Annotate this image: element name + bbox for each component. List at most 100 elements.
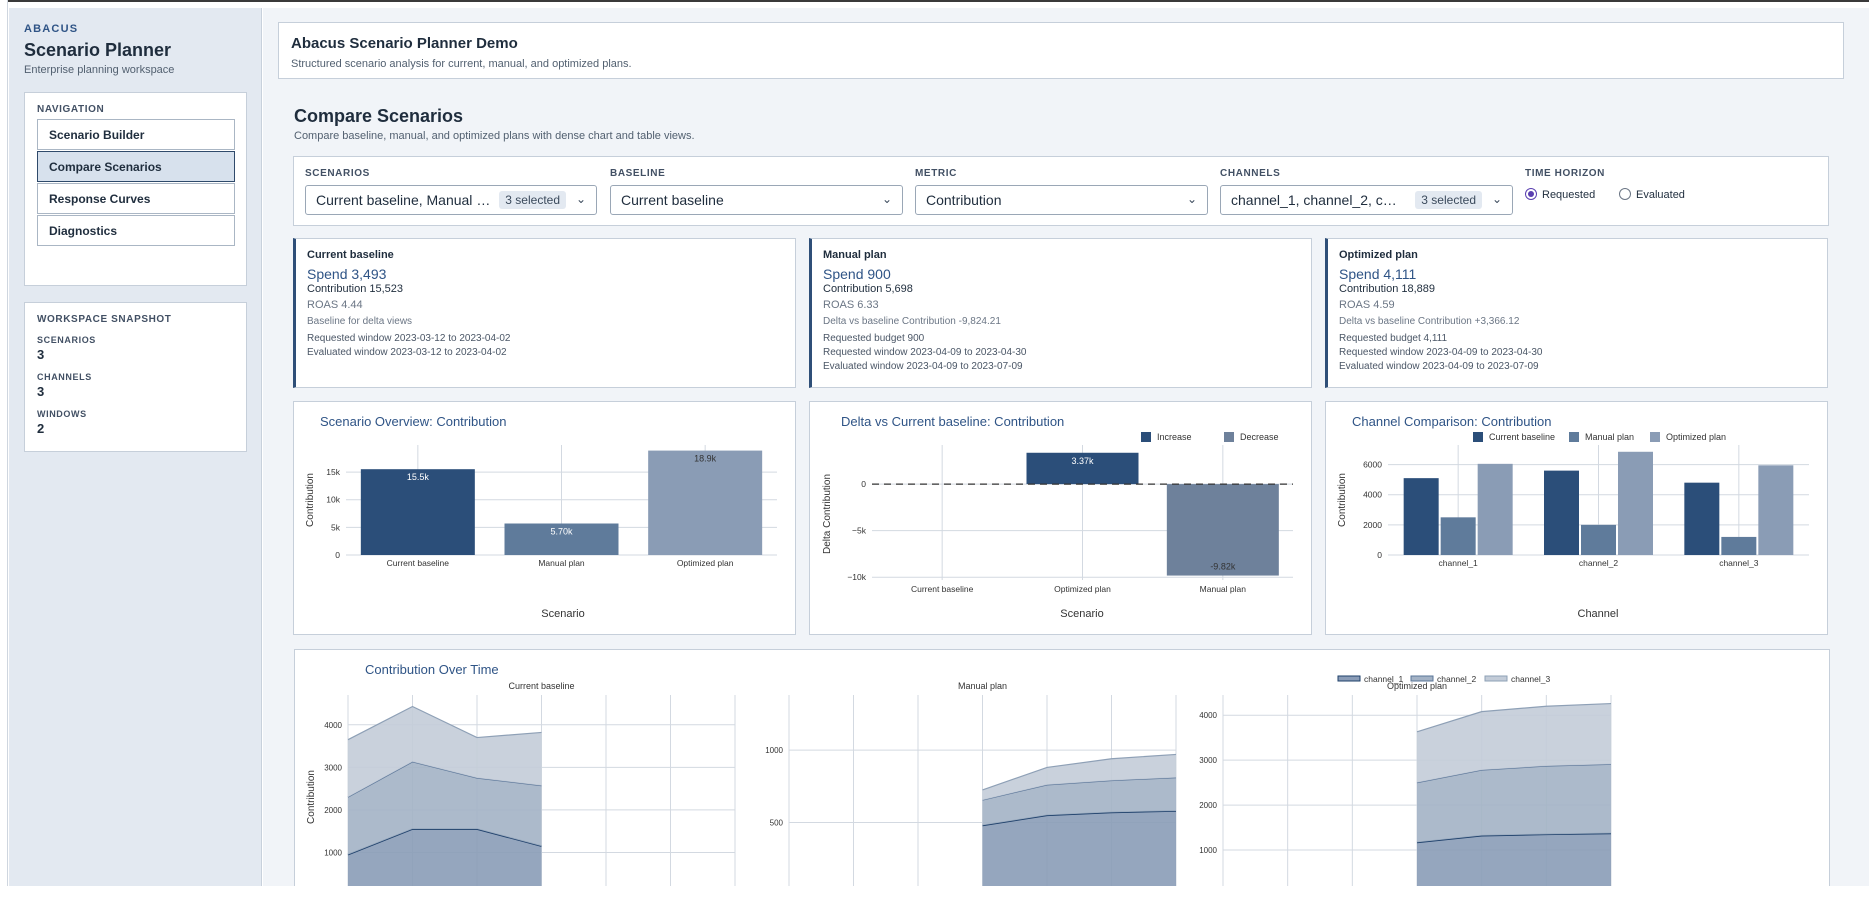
sidebar: ABACUS Scenario Planner Enterprise plann… xyxy=(9,8,262,886)
y-tick-label: 4000 xyxy=(1199,711,1217,720)
line-channel-3 xyxy=(347,705,542,741)
y-tick-label: 6000 xyxy=(1363,460,1382,470)
evaluated-option-label: Evaluated xyxy=(1636,189,1685,201)
legend-swatch xyxy=(1473,432,1483,442)
area-channel-2 xyxy=(348,761,542,855)
x-tick-label: Optimized plan xyxy=(1054,584,1111,594)
legend-swatch xyxy=(1569,432,1579,442)
kpi-contribution: Contribution 15,523 xyxy=(307,283,404,295)
time-horizon-requested-radio[interactable]: Requested xyxy=(1525,188,1595,201)
chart-title: Scenario Overview: Contribution xyxy=(320,414,506,429)
scenarios-filter-label: SCENARIOS xyxy=(305,168,370,179)
data-label: -9.82k xyxy=(1210,562,1236,572)
workspace-snapshot-panel: WORKSPACE SNAPSHOT SCENARIOS 3 CHANNELS … xyxy=(24,302,247,452)
x-tick-label: Manual plan xyxy=(538,558,585,568)
bar xyxy=(1440,517,1476,555)
bar xyxy=(1544,470,1579,555)
kpi-spend: Spend 4,111 xyxy=(1339,266,1417,282)
scenario-overview-chart: Scenario Overview: Contribution 0 5k 10k 15k… xyxy=(305,414,777,620)
bar xyxy=(1758,465,1794,555)
nav-item-compare-scenarios[interactable]: Compare Scenarios xyxy=(37,151,235,182)
metric-selected-text: Contribution xyxy=(926,192,1002,208)
chart-card-contribution-over-time: Contribution Over Time Contribution Curren… xyxy=(294,649,1830,894)
page-title: Compare Scenarios xyxy=(294,106,464,126)
line-channel-3 xyxy=(982,753,1177,791)
kpi-evaluated-window: Evaluated window 2023-04-09 to 2023-07-0… xyxy=(1339,361,1539,372)
bar xyxy=(1684,482,1720,555)
chart-title: Channel Comparison: Contribution xyxy=(1352,414,1551,429)
bar-increase xyxy=(1026,452,1139,485)
panel-title: Current baseline xyxy=(508,681,574,691)
x-axis-label: Scenario xyxy=(541,608,584,620)
kpi-contribution: Contribution 18,889 xyxy=(1339,283,1436,295)
app-title: Abacus Scenario Planner Demo xyxy=(291,35,518,52)
panel-title: Manual plan xyxy=(958,681,1007,691)
y-tick-label: 1000 xyxy=(1199,846,1217,855)
data-label: 5.70k xyxy=(550,527,573,537)
legend-background xyxy=(1466,429,1696,443)
kpi-requested-budget: Requested budget 4,111 xyxy=(1339,333,1448,344)
kpi-evaluated-window: Evaluated window 2023-03-12 to 2023-04-0… xyxy=(307,347,507,358)
requested-option-label: Requested xyxy=(1542,189,1596,201)
x-tick-label: channel_1 xyxy=(1439,558,1479,568)
legend-label: Decrease xyxy=(1240,432,1279,442)
y-tick-label: 4000 xyxy=(324,721,342,730)
y-tick-label: 15k xyxy=(326,467,340,477)
snapshot-title: WORKSPACE SNAPSHOT xyxy=(37,314,172,325)
kpi-title: Manual plan xyxy=(823,249,887,261)
kpi-roas: ROAS 4.44 xyxy=(307,299,363,311)
channel-comparison-chart: 0 2000 4000 6000 channel_1 channel_2 channel_3… xyxy=(1337,414,1809,620)
data-label: 18.9k xyxy=(694,454,717,464)
nav-item-response-curves[interactable]: Response Curves xyxy=(37,183,235,214)
scenarios-multiselect[interactable]: Current baseline, Manual plan, Optimized… xyxy=(305,185,597,215)
nav-item-diagnostics[interactable]: Diagnostics xyxy=(37,215,235,246)
contribution-over-time-chart: Contribution Over Time Contribution Curren… xyxy=(306,662,1612,894)
scenarios-selected-text: Current baseline, Manual plan, Optimized… xyxy=(316,192,494,208)
y-tick-label: 5k xyxy=(331,522,341,532)
panel-title: Optimized plan xyxy=(1387,681,1447,691)
kpi-requested-window: Requested window 2023-04-09 to 2023-04-3… xyxy=(823,347,1027,358)
kpi-delta: Delta vs baseline Contribution -9,824.21 xyxy=(823,316,1001,327)
time-horizon-label: TIME HORIZON xyxy=(1525,168,1605,179)
brand-eyebrow: ABACUS xyxy=(24,23,79,35)
legend-swatch xyxy=(1484,675,1508,682)
chart-card-channel-comparison: 0 2000 4000 6000 channel_1 channel_2 channel_3… xyxy=(1325,401,1828,635)
y-tick-label: 2000 xyxy=(1363,520,1382,530)
bar xyxy=(1403,478,1439,555)
metric-filter-label: METRIC xyxy=(915,168,957,179)
kpi-requested-window: Requested window 2023-03-12 to 2023-04-0… xyxy=(307,333,511,344)
chart-title: Contribution Over Time xyxy=(365,662,499,677)
y-tick-label: 1000 xyxy=(765,746,783,755)
data-label: 3.37k xyxy=(1071,456,1094,466)
app-subtitle: Structured scenario analysis for current… xyxy=(291,58,632,70)
y-tick-label: 3000 xyxy=(324,763,342,772)
legend-label: Increase xyxy=(1157,432,1192,442)
kpi-requested-budget: Requested budget 900 xyxy=(823,333,925,344)
kpi-card-optimized-plan: Optimized plan Spend 4,111 Contribution … xyxy=(1325,238,1828,388)
x-tick-label: channel_2 xyxy=(1579,558,1619,568)
metric-select[interactable]: Contribution ⌄ xyxy=(915,185,1208,215)
x-tick-label: channel_3 xyxy=(1719,558,1759,568)
nav-item-scenario-builder[interactable]: Scenario Builder xyxy=(37,119,235,150)
y-tick-label: 2000 xyxy=(1199,801,1217,810)
x-tick-label: Current baseline xyxy=(387,558,450,568)
y-tick-label: 500 xyxy=(770,819,784,828)
time-horizon-evaluated-radio[interactable]: Evaluated xyxy=(1619,188,1685,201)
legend-swatch xyxy=(1337,675,1361,682)
bar xyxy=(360,469,475,555)
kpi-card-manual-plan: Manual plan Spend 900 Contribution 5,698… xyxy=(809,238,1312,388)
legend-label: Optimized plan xyxy=(1666,432,1726,442)
baseline-selected-text: Current baseline xyxy=(621,192,724,208)
area-channel-2 xyxy=(982,777,1176,826)
snapshot-windows-label: WINDOWS xyxy=(37,409,87,419)
chart-title: Delta vs Current baseline: Contribution xyxy=(841,414,1064,429)
channels-multiselect[interactable]: channel_1, channel_2, channel_3 3 select… xyxy=(1220,185,1513,215)
bottom-strip xyxy=(0,886,1869,924)
kpi-roas: ROAS 4.59 xyxy=(1339,299,1395,311)
channels-filter-label: CHANNELS xyxy=(1220,168,1281,179)
window-top-border xyxy=(0,0,1869,2)
bar-decrease xyxy=(1166,484,1279,576)
y-tick-label: 10k xyxy=(326,495,340,505)
baseline-select[interactable]: Current baseline ⌄ xyxy=(610,185,903,215)
bar xyxy=(1581,524,1616,555)
